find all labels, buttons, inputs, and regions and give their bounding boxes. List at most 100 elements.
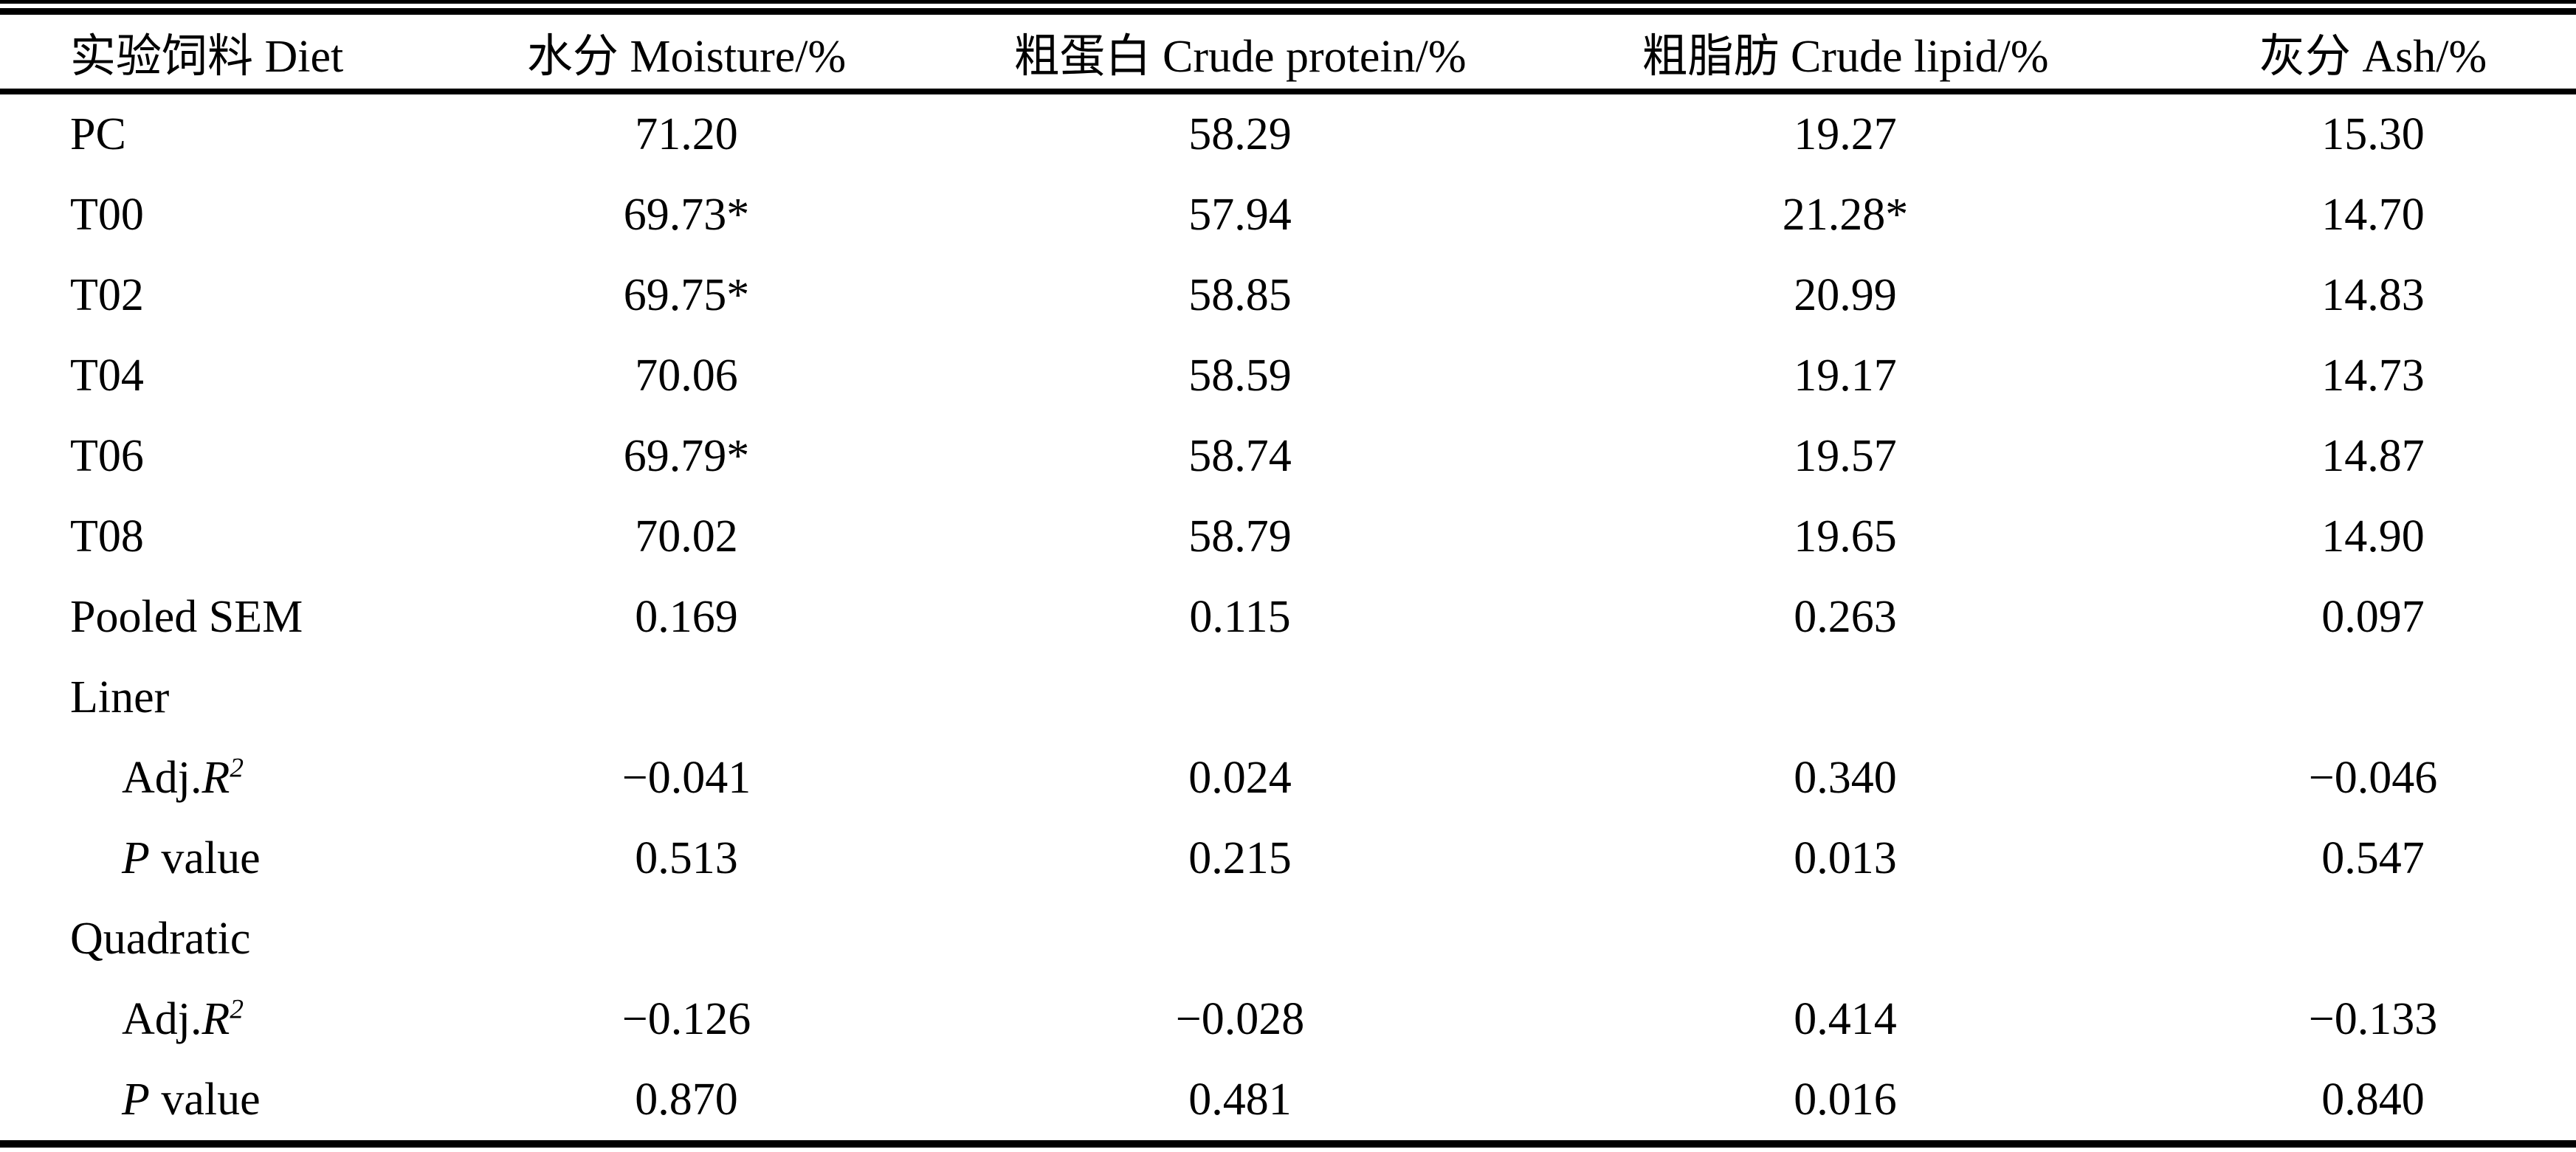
cell-ash: 15.30 [2321,109,2425,159]
row-label: Pooled SEM [0,591,413,644]
cell-crude-protein: 58.74 [1188,431,1292,481]
cell-ash: 14.87 [2321,431,2425,481]
cell-crude-lipid: 19.57 [1794,431,1897,481]
table-row: T04 70.06 58.59 19.17 14.73 [0,336,2576,416]
table-bottom-rule [0,1140,2576,1148]
row-label-text: T08 [70,511,144,562]
table-row: PC 71.20 58.29 19.27 15.30 [0,94,2576,175]
row-label: T02 [0,269,413,322]
cell-moisture: 0.513 [635,833,738,883]
cell-crude-lipid: 0.263 [1794,592,1897,642]
cell-ash: −0.046 [2308,753,2438,803]
row-label: P value [0,1074,413,1126]
row-label: T06 [0,430,413,483]
cell-ash: 14.70 [2321,190,2425,240]
cell-crude-lipid: 19.27 [1794,109,1897,159]
table-row: T08 70.02 58.79 19.65 14.90 [0,497,2576,577]
cell-crude-protein: 0.481 [1188,1075,1292,1125]
row-label-text: T04 [70,351,144,401]
row-label-text: Pooled SEM [70,592,303,642]
cell-ash: −0.133 [2308,994,2438,1044]
cell-crude-lipid: 20.99 [1794,270,1897,320]
column-header-ash: 灰分 Ash/% [2259,32,2487,82]
cell-moisture: 0.169 [635,592,738,642]
cell-crude-protein: 58.85 [1188,270,1292,320]
cell-moisture: −0.126 [621,994,751,1044]
row-label: Quadratic [0,913,413,965]
cell-moisture: 69.73* [623,190,750,240]
cell-crude-protein: 0.024 [1188,753,1292,803]
column-header-crude-protein: 粗蛋白 Crude protein/% [1013,32,1467,82]
table-body: PC 71.20 58.29 19.27 15.30 T00 69.73* 57… [0,94,2576,1140]
cell-crude-lipid: 0.016 [1794,1075,1897,1125]
cell-moisture: −0.041 [621,753,751,803]
cell-crude-lipid: 0.013 [1794,833,1897,883]
column-header-crude-lipid: 粗脂肪 Crude lipid/% [1642,32,2049,82]
row-label-text: Adj. [122,753,202,803]
table-row: Quadratic [0,899,2576,979]
cell-moisture: 69.79* [623,431,750,481]
cell-crude-lipid: 0.340 [1794,753,1897,803]
top-edge-rule [0,0,2576,4]
row-label-italic-text: P [122,1075,150,1125]
cell-moisture: 71.20 [635,109,738,159]
row-label: Liner [0,672,413,724]
table-row: Pooled SEM 0.169 0.115 0.263 0.097 [0,577,2576,658]
cell-crude-protein: 0.115 [1189,592,1291,642]
row-label-text: T02 [70,270,144,320]
row-label-text: T06 [70,431,144,481]
cell-ash: 14.73 [2321,351,2425,401]
cell-ash: 0.097 [2321,592,2425,642]
cell-crude-lipid: 19.17 [1794,351,1897,401]
row-label: Adj.R2 [0,993,413,1046]
table-header-row: 实验饲料 Diet 水分 Moisture/% 粗蛋白 Crude protei… [0,15,2576,89]
cell-ash: 14.83 [2321,270,2425,320]
table-row: P value 0.513 0.215 0.013 0.547 [0,818,2576,899]
row-label-text: Liner [70,672,170,722]
table-row: T06 69.79* 58.74 19.57 14.87 [0,416,2576,497]
row-label-suffix-text: value [149,833,261,883]
table-row: P value 0.870 0.481 0.016 0.840 [0,1060,2576,1140]
cell-crude-lipid: 0.414 [1794,994,1897,1044]
row-label: P value [0,832,413,885]
row-label-italic-text: R [202,994,230,1044]
header-separator-rule [0,89,2576,94]
table-row: Adj.R2 −0.126 −0.028 0.414 −0.133 [0,979,2576,1060]
row-label-text: T00 [70,190,144,240]
cell-ash: 0.840 [2321,1075,2425,1125]
row-label-text: Quadratic [70,914,251,964]
cell-crude-protein: 0.215 [1188,833,1292,883]
table-row: T02 69.75* 58.85 20.99 14.83 [0,255,2576,336]
cell-crude-protein: 58.59 [1188,351,1292,401]
row-label-italic-text: R [202,753,230,803]
row-label-text: Adj. [122,994,202,1044]
cell-ash: 14.90 [2321,511,2425,562]
column-header-moisture: 水分 Moisture/% [526,32,847,82]
row-label: T08 [0,511,413,563]
cell-moisture: 70.02 [635,511,738,562]
bottom-margin [0,1148,2576,1152]
table-top-rule [0,8,2576,15]
cell-crude-protein: 57.94 [1188,190,1292,240]
row-label-italic-text: P [122,833,150,883]
row-label-superscript: 2 [230,753,244,784]
row-label-text: PC [70,109,126,159]
table-row: Adj.R2 −0.041 0.024 0.340 −0.046 [0,738,2576,818]
cell-crude-lipid: 19.65 [1794,511,1897,562]
cell-crude-lipid: 21.28* [1782,190,1909,240]
cell-moisture: 69.75* [623,270,750,320]
row-label-suffix-text: value [149,1075,261,1125]
cell-crude-protein: 58.79 [1188,511,1292,562]
row-label-superscript: 2 [230,994,244,1025]
column-header-diet: 实验饲料 Diet [70,32,344,82]
row-label: Adj.R2 [0,752,413,804]
cell-ash: 0.547 [2321,833,2425,883]
row-label: PC [0,108,413,161]
table-row: Liner [0,658,2576,738]
row-label: T04 [0,350,413,402]
cell-crude-protein: −0.028 [1175,994,1305,1044]
cell-moisture: 70.06 [635,351,738,401]
cell-crude-protein: 58.29 [1188,109,1292,159]
table-row: T00 69.73* 57.94 21.28* 14.70 [0,175,2576,255]
